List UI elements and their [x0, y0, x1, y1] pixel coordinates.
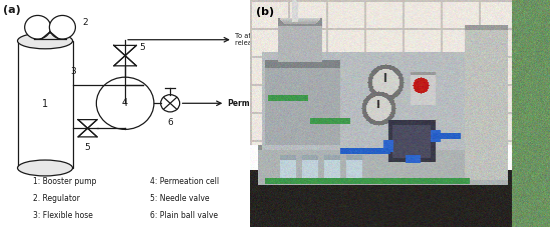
Text: To atmosphere/
release pressure: To atmosphere/ release pressure	[235, 33, 291, 47]
Circle shape	[96, 77, 154, 129]
Text: 5: 5	[85, 143, 90, 152]
Circle shape	[25, 15, 51, 39]
Circle shape	[161, 95, 180, 112]
Ellipse shape	[18, 33, 73, 49]
Text: 6: 6	[167, 118, 173, 127]
Text: 1: 1	[42, 99, 48, 109]
Text: 1: Booster pump: 1: Booster pump	[32, 177, 96, 186]
Text: 5: 5	[139, 43, 145, 52]
Text: 4: 4	[122, 98, 128, 108]
Text: (a): (a)	[3, 5, 20, 15]
Text: 6: Plain ball valve: 6: Plain ball valve	[150, 211, 218, 220]
Text: 3: Flexible hose: 3: Flexible hose	[32, 211, 92, 220]
Text: (b): (b)	[256, 7, 274, 17]
Text: 5: Needle valve: 5: Needle valve	[150, 194, 210, 203]
Text: 4: Permeation cell: 4: Permeation cell	[150, 177, 219, 186]
Ellipse shape	[18, 160, 73, 176]
Text: Permeate: Permeate	[228, 99, 270, 108]
Circle shape	[50, 15, 75, 39]
Text: 3: 3	[70, 67, 76, 76]
Text: 2: 2	[82, 18, 88, 27]
Bar	[18, 41, 73, 168]
Text: 2. Regulator: 2. Regulator	[32, 194, 79, 203]
